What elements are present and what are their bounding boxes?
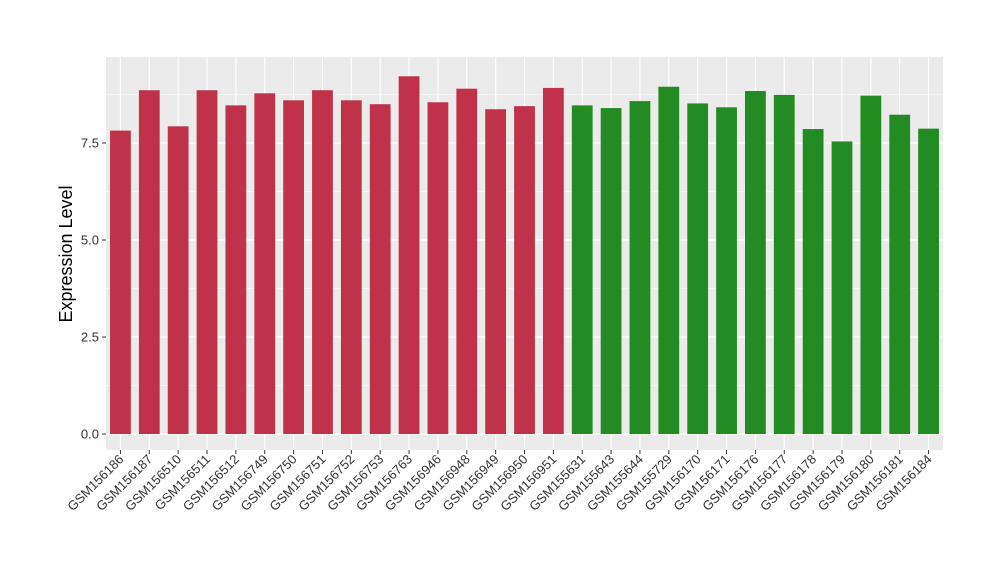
bars <box>110 76 939 435</box>
bar <box>889 114 911 435</box>
y-tick-label: 0.0 <box>81 427 99 442</box>
y-tick-label: 2.5 <box>81 330 99 345</box>
bar <box>773 94 795 434</box>
bar <box>398 76 420 434</box>
x-axis: GSM156186GSM156187GSM156510GSM156511GSM1… <box>64 450 935 514</box>
bar <box>629 101 651 434</box>
bar <box>514 106 535 434</box>
bar <box>745 91 766 435</box>
bar <box>312 90 333 435</box>
y-tick-label: 7.5 <box>81 136 99 151</box>
y-axis-title: Expression Level <box>56 185 76 322</box>
bar <box>138 90 160 435</box>
bar <box>860 95 882 434</box>
bar <box>225 105 247 434</box>
bar <box>687 103 709 434</box>
bar <box>658 86 680 435</box>
bar <box>716 107 737 434</box>
bar <box>340 100 362 434</box>
bar <box>254 93 276 434</box>
bar <box>167 126 189 434</box>
bar <box>369 104 391 434</box>
bar <box>456 88 478 435</box>
bar <box>196 90 218 435</box>
bar <box>110 130 131 435</box>
bar <box>831 141 853 434</box>
bar <box>571 105 593 434</box>
bar <box>918 128 939 435</box>
bar <box>485 109 507 434</box>
bar <box>600 108 622 434</box>
bar <box>427 102 449 434</box>
y-tick-label: 5.0 <box>81 233 99 248</box>
y-axis: 0.0 2.5 5.0 7.5 <box>81 136 106 442</box>
bar <box>283 100 304 434</box>
bar <box>542 87 564 435</box>
bar <box>802 129 824 435</box>
